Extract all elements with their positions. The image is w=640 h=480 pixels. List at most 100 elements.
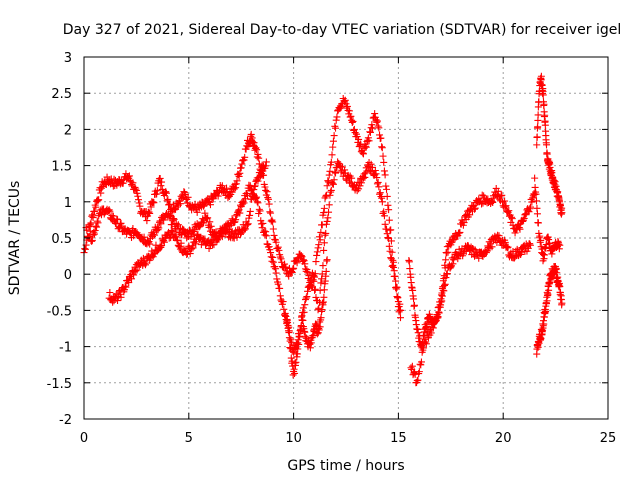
data-point	[105, 206, 113, 214]
data-point	[327, 186, 335, 194]
data-point	[526, 240, 534, 248]
data-point	[259, 219, 267, 227]
data-point	[251, 182, 259, 190]
data-point	[94, 219, 102, 227]
data-point	[356, 141, 364, 149]
data-point	[393, 293, 401, 301]
data-point	[232, 180, 240, 188]
data-point	[88, 236, 96, 244]
data-point	[442, 256, 450, 264]
data-point	[511, 229, 519, 237]
data-point	[503, 207, 511, 215]
data-point	[385, 235, 393, 243]
data-point	[262, 162, 270, 170]
data-point	[133, 266, 141, 274]
data-point	[534, 123, 542, 131]
data-point	[384, 201, 392, 209]
data-point	[537, 236, 545, 244]
data-point	[266, 208, 274, 216]
data-point	[88, 237, 96, 245]
data-point	[154, 226, 162, 234]
data-point	[320, 246, 328, 254]
data-point	[556, 289, 564, 297]
y-tick-label: -1.5	[47, 377, 72, 392]
data-point	[325, 171, 333, 179]
data-point	[320, 293, 328, 301]
data-point	[311, 285, 319, 293]
data-point	[508, 215, 516, 223]
data-point	[380, 158, 388, 166]
data-point	[269, 258, 277, 266]
data-point	[109, 298, 117, 306]
data-point	[158, 178, 166, 186]
data-point	[331, 168, 339, 176]
data-point	[93, 223, 101, 231]
data-point	[443, 249, 451, 257]
data-point	[551, 178, 559, 186]
data-point	[232, 184, 240, 192]
data-point	[180, 188, 188, 196]
data-point	[441, 280, 449, 288]
data-point	[396, 314, 404, 322]
data-point	[495, 232, 503, 240]
data-point	[323, 217, 331, 225]
data-point	[313, 248, 321, 256]
data-point	[272, 269, 280, 277]
data-point	[385, 216, 393, 224]
data-point	[504, 243, 512, 251]
data-point	[304, 287, 312, 295]
data-point	[218, 182, 226, 190]
data-point	[192, 240, 200, 248]
data-point	[381, 171, 389, 179]
data-point	[326, 191, 334, 199]
data-point	[267, 209, 275, 217]
data-point	[373, 117, 381, 125]
x-axis-label: GPS time / hours	[287, 458, 404, 474]
data-point	[172, 233, 180, 241]
data-point	[517, 248, 525, 256]
data-point	[368, 121, 376, 129]
data-point	[97, 189, 105, 197]
data-point	[443, 270, 451, 277]
data-point	[533, 141, 541, 149]
data-point	[415, 368, 423, 376]
data-point	[319, 262, 327, 270]
data-point	[254, 150, 262, 158]
data-point	[206, 201, 214, 209]
data-point	[323, 182, 331, 190]
data-point	[273, 275, 281, 283]
data-point	[437, 298, 445, 306]
data-point	[312, 293, 320, 301]
data-point	[106, 207, 114, 215]
data-point	[165, 212, 173, 220]
data-point	[487, 240, 495, 248]
data-point	[364, 134, 372, 142]
data-point	[501, 203, 509, 211]
data-point	[94, 197, 102, 205]
data-point	[162, 188, 170, 196]
data-point	[177, 239, 185, 247]
x-tick-label: 15	[390, 431, 407, 446]
y-tick-label: -2	[59, 413, 72, 428]
data-point	[186, 250, 194, 258]
data-point	[429, 324, 437, 332]
data-point	[387, 226, 395, 234]
data-point	[166, 213, 174, 221]
data-point	[383, 225, 391, 233]
data-point	[261, 231, 269, 239]
data-point	[276, 284, 284, 292]
data-point	[244, 220, 252, 228]
data-point	[159, 237, 167, 245]
data-point	[153, 190, 161, 198]
data-point	[151, 231, 159, 239]
data-point	[184, 193, 192, 201]
data-point	[369, 124, 377, 132]
data-point	[254, 199, 262, 207]
series-track-h	[533, 262, 566, 358]
data-point	[318, 221, 326, 229]
data-point	[239, 200, 247, 208]
data-point	[417, 358, 425, 366]
data-point	[329, 137, 337, 145]
series-track-i	[531, 174, 564, 265]
data-point	[365, 137, 373, 145]
